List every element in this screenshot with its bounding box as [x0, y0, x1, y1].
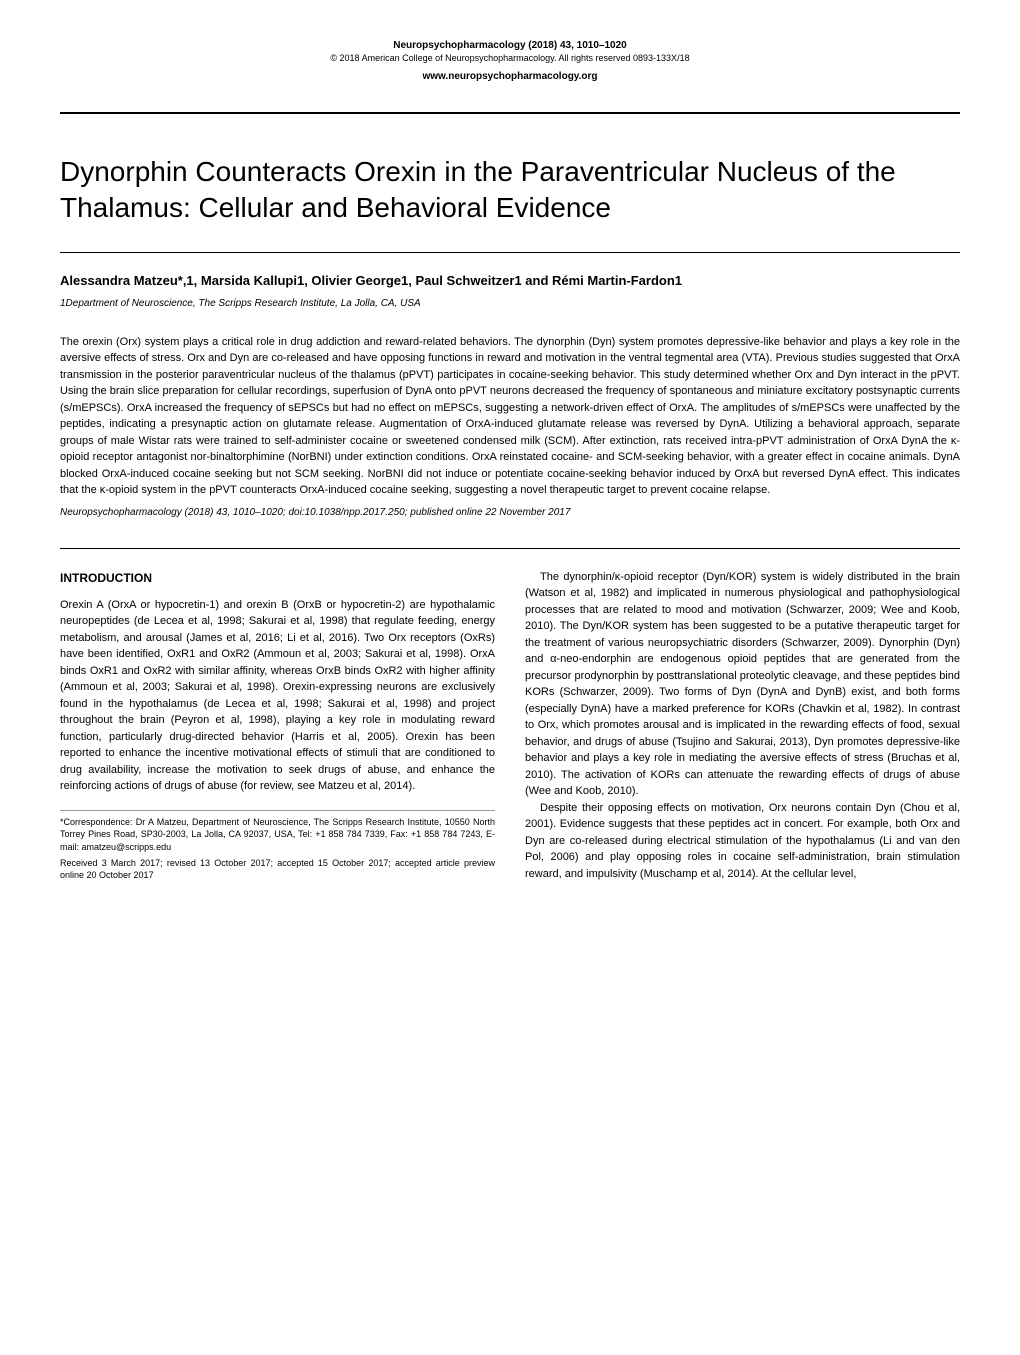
- journal-header: Neuropsychopharmacology (2018) 43, 1010–…: [60, 40, 960, 82]
- copyright-line: © 2018 American College of Neuropsychoph…: [60, 53, 960, 63]
- title-divider: [60, 252, 960, 253]
- authors-list: Alessandra Matzeu*,1, Marsida Kallupi1, …: [60, 273, 960, 288]
- website-url: www.neuropsychopharmacology.org: [60, 71, 960, 82]
- abstract-text: The orexin (Orx) system plays a critical…: [60, 334, 960, 499]
- header-divider: [60, 112, 960, 114]
- article-title: Dynorphin Counteracts Orexin in the Para…: [60, 154, 960, 227]
- journal-info: Neuropsychopharmacology (2018) 43, 1010–…: [60, 40, 960, 51]
- abstract-divider: [60, 548, 960, 549]
- right-paragraph-1: The dynorphin/κ-opioid receptor (Dyn/KOR…: [525, 569, 960, 800]
- left-column: INTRODUCTION Orexin A (OrxA or hypocreti…: [60, 569, 495, 883]
- affiliation: 1Department of Neuroscience, The Scripps…: [60, 298, 960, 309]
- citation-line: Neuropsychopharmacology (2018) 43, 1010–…: [60, 507, 960, 518]
- received-dates: Received 3 March 2017; revised 13 Octobe…: [60, 857, 495, 882]
- two-column-layout: INTRODUCTION Orexin A (OrxA or hypocreti…: [60, 569, 960, 883]
- right-paragraph-2: Despite their opposing effects on motiva…: [525, 800, 960, 883]
- introduction-heading: INTRODUCTION: [60, 569, 495, 587]
- correspondence-info: *Correspondence: Dr A Matzeu, Department…: [60, 810, 495, 854]
- intro-paragraph-1: Orexin A (OrxA or hypocretin-1) and orex…: [60, 597, 495, 795]
- right-column: The dynorphin/κ-opioid receptor (Dyn/KOR…: [525, 569, 960, 883]
